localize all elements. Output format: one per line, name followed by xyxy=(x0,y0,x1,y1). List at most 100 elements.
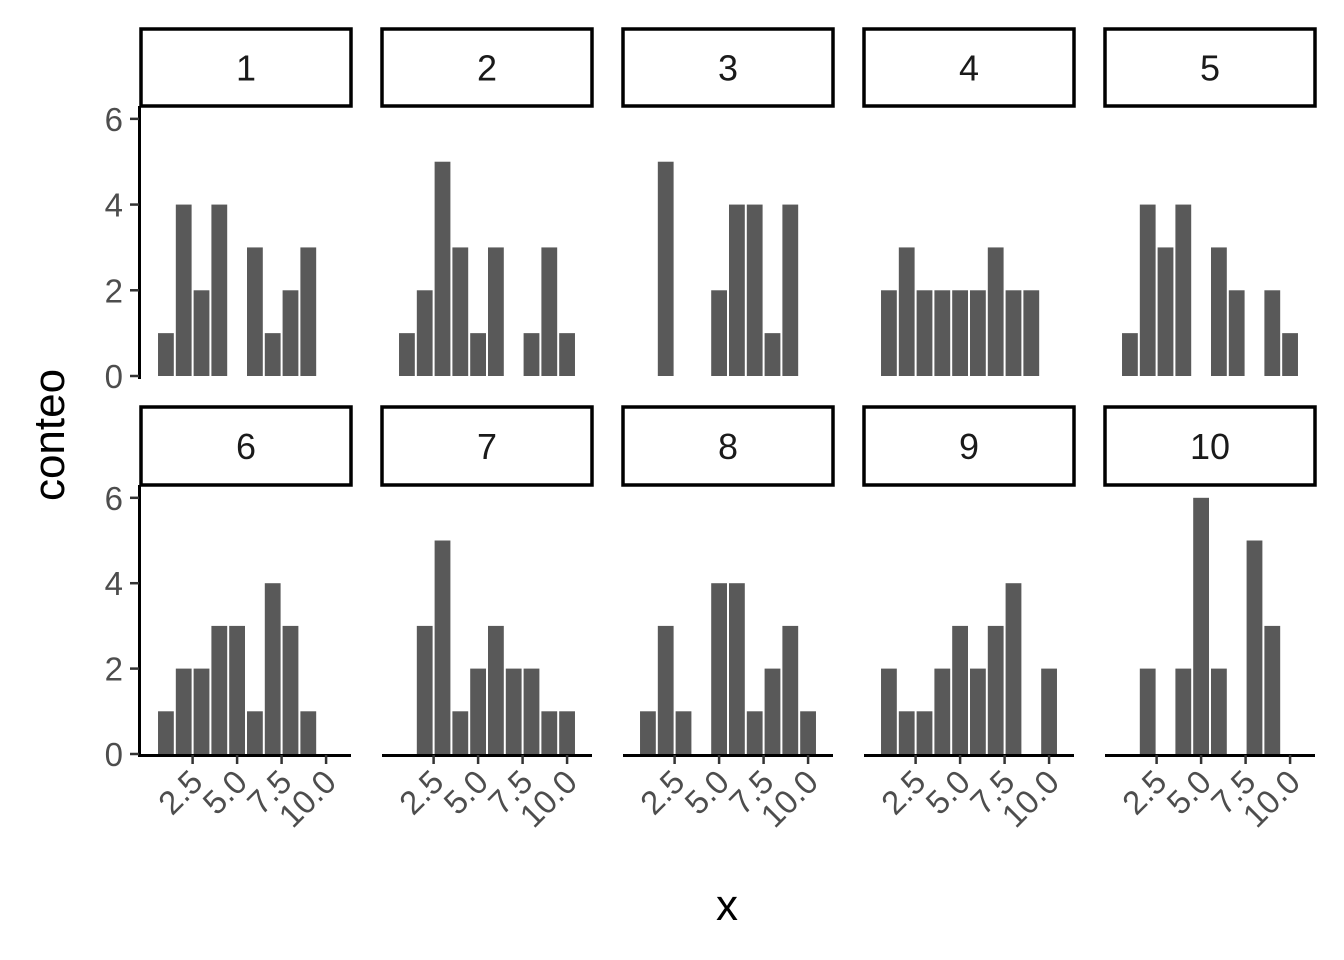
histogram-bar xyxy=(1041,668,1057,754)
histogram-bar xyxy=(300,711,317,754)
histogram-bar xyxy=(729,204,745,376)
histogram-bar xyxy=(229,625,245,754)
facet-strip-label: 7 xyxy=(477,426,497,467)
facet-strip xyxy=(139,405,353,487)
histogram-bar xyxy=(711,583,727,754)
histogram-bar xyxy=(175,668,192,754)
y-tick-label: 2 xyxy=(105,272,123,309)
histogram-bar xyxy=(247,711,263,754)
histogram-bar xyxy=(434,540,451,754)
histogram-bar xyxy=(1228,290,1245,376)
facet-strip-label: 4 xyxy=(959,48,979,89)
histogram-bar xyxy=(452,711,469,754)
y-tick-label: 6 xyxy=(105,480,123,517)
facet-strip xyxy=(139,27,353,108)
histogram-bar xyxy=(1264,625,1281,754)
y-axis-title: conteo xyxy=(25,369,74,501)
histogram-bar xyxy=(416,625,433,754)
histogram-bar xyxy=(470,668,486,754)
facet-panel-4: 4 xyxy=(862,27,1076,376)
facet-strip-label: 9 xyxy=(959,426,979,467)
histogram-bar xyxy=(881,668,897,754)
histogram-bar xyxy=(782,204,799,376)
histogram-bar xyxy=(193,290,210,376)
facet-panel-1: 1 0 2 4 6 xyxy=(105,27,353,395)
histogram-bar xyxy=(657,625,674,754)
facet-strip-label: 6 xyxy=(236,426,256,467)
facet-panel-10: 102.55.07.510.0 xyxy=(1103,405,1317,834)
facet-strip-label: 1 xyxy=(236,48,256,89)
facet-strip-label: 10 xyxy=(1190,426,1230,467)
histogram-bar xyxy=(987,625,1004,754)
histogram-bar xyxy=(898,711,915,754)
facet-panel-3: 3 xyxy=(621,27,835,376)
histogram-bar xyxy=(1122,333,1138,376)
histogram-bar xyxy=(434,161,451,376)
histogram-bar xyxy=(523,668,540,754)
facet-strip xyxy=(621,27,835,108)
facet-panel-7: 72.55.07.510.0 xyxy=(380,405,594,834)
facet-panel-5: 5 xyxy=(1103,27,1317,376)
histogram-bar xyxy=(934,290,951,376)
histogram-bar xyxy=(541,247,558,376)
histogram-bar xyxy=(470,333,486,376)
histogram-bar xyxy=(175,204,192,376)
facet-strip-label: 5 xyxy=(1200,48,1220,89)
histogram-bar xyxy=(211,625,228,754)
histogram-bar xyxy=(211,204,228,376)
histogram-bar xyxy=(952,625,968,754)
histogram-bar xyxy=(675,711,692,754)
histogram-bar xyxy=(1282,333,1298,376)
histogram-bar xyxy=(505,668,522,754)
histogram-bar xyxy=(300,247,317,376)
facet-strip xyxy=(862,27,1076,108)
histogram-bar xyxy=(1175,668,1192,754)
y-tick-label: 6 xyxy=(105,101,123,138)
histogram-bar xyxy=(1005,290,1022,376)
histogram-bar xyxy=(282,625,299,754)
histogram-bar xyxy=(898,247,915,376)
facet-strip xyxy=(621,405,835,487)
facet-panel-8: 82.55.07.510.0 xyxy=(621,405,835,834)
histogram-bar xyxy=(800,711,816,754)
histogram-bar xyxy=(452,247,469,376)
facet-strip xyxy=(380,405,594,487)
y-tick-label: 4 xyxy=(105,565,123,602)
y-tick-label: 4 xyxy=(105,187,123,224)
histogram-bar xyxy=(952,290,968,376)
y-tick-label: 2 xyxy=(105,651,123,688)
histogram-bar xyxy=(1023,290,1040,376)
histogram-bar xyxy=(729,583,745,754)
histogram-bar xyxy=(541,711,558,754)
histogram-bar xyxy=(247,247,263,376)
facet-strip xyxy=(380,27,594,108)
histogram-bar xyxy=(934,668,951,754)
histogram-bar xyxy=(1157,247,1174,376)
facet-strip-label: 2 xyxy=(477,48,497,89)
histogram-bar xyxy=(282,290,299,376)
histogram-bar xyxy=(1175,204,1192,376)
histogram-bar xyxy=(764,333,781,376)
facet-panel-2: 2 xyxy=(380,27,594,376)
facet-strip-label: 3 xyxy=(718,48,738,89)
histogram-bar xyxy=(416,290,433,376)
histogram-bar xyxy=(1005,583,1022,754)
histogram-bar xyxy=(987,247,1004,376)
histogram-bar xyxy=(1264,290,1281,376)
histogram-bar xyxy=(1211,668,1227,754)
histogram-bar xyxy=(640,711,656,754)
histogram-bar xyxy=(264,333,281,376)
histogram-bar xyxy=(970,290,986,376)
histogram-bar xyxy=(657,161,674,376)
facet-strip xyxy=(862,405,1076,487)
histogram-bar xyxy=(881,290,897,376)
facet-strip xyxy=(1103,405,1317,487)
histogram-bar xyxy=(970,668,986,754)
histogram-bar xyxy=(158,711,174,754)
histogram-bar xyxy=(746,711,763,754)
histogram-bar xyxy=(1139,668,1156,754)
histogram-bar xyxy=(399,333,415,376)
histogram-bar xyxy=(488,625,504,754)
